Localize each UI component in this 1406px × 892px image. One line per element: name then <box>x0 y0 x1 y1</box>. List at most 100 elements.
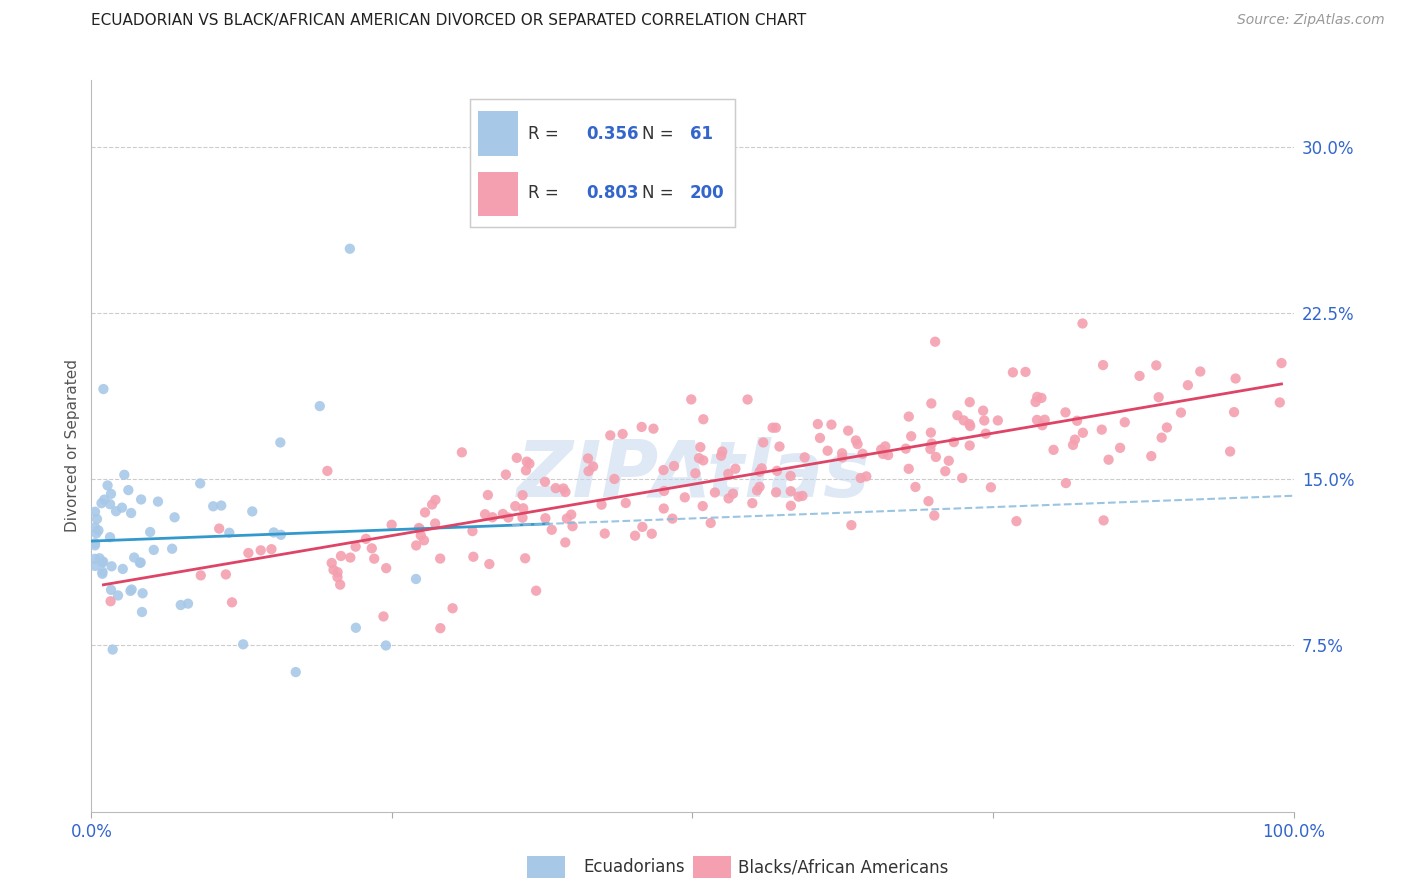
Point <box>872 447 894 461</box>
Point <box>630 420 652 434</box>
Point <box>1268 395 1291 409</box>
Point <box>737 392 759 407</box>
Point <box>316 464 339 478</box>
Point <box>1014 365 1036 379</box>
Point <box>920 425 942 440</box>
Point <box>1071 317 1094 331</box>
Point <box>503 499 526 513</box>
Point <box>374 639 396 653</box>
Point <box>554 485 576 500</box>
Point <box>554 535 576 549</box>
Text: Ecuadorians: Ecuadorians <box>583 858 685 876</box>
Point <box>946 409 969 423</box>
Point <box>122 550 145 565</box>
Point <box>129 556 152 570</box>
Point <box>329 549 352 563</box>
Point <box>93 382 115 396</box>
Point <box>752 435 775 450</box>
Point <box>921 436 943 450</box>
Point <box>326 570 349 584</box>
Point <box>748 480 770 494</box>
Point <box>429 551 451 566</box>
Point <box>478 557 501 571</box>
Point <box>429 621 451 635</box>
Point <box>524 583 547 598</box>
Point <box>339 242 361 256</box>
Point <box>423 516 446 531</box>
Point <box>477 488 499 502</box>
Point <box>1223 405 1246 419</box>
Point <box>870 442 893 457</box>
Point <box>100 487 122 501</box>
Point <box>240 504 263 518</box>
Point <box>703 485 725 500</box>
Point <box>685 467 707 481</box>
Point <box>375 561 398 575</box>
Point <box>1219 444 1241 458</box>
Point <box>326 565 349 579</box>
Point <box>100 559 122 574</box>
Point <box>441 601 464 615</box>
Point <box>765 420 787 434</box>
Point <box>519 457 541 471</box>
Point <box>1147 390 1170 404</box>
Point <box>841 518 863 533</box>
Point <box>692 453 714 467</box>
Point <box>748 465 770 479</box>
Point <box>974 426 997 441</box>
Point <box>721 486 744 500</box>
Point <box>917 494 939 508</box>
Point <box>894 442 917 456</box>
Point <box>920 442 942 456</box>
Point <box>87 524 110 538</box>
Point <box>652 463 675 477</box>
Point <box>120 506 142 520</box>
Point <box>831 450 853 465</box>
Point <box>741 496 763 510</box>
Point <box>942 435 965 450</box>
Point <box>117 483 139 497</box>
Point <box>506 450 529 465</box>
Point <box>1114 415 1136 429</box>
Point <box>544 481 567 495</box>
Point <box>208 522 231 536</box>
Point <box>1031 418 1053 433</box>
Point <box>1150 431 1173 445</box>
Point <box>160 541 183 556</box>
Point <box>91 556 114 570</box>
Point <box>1225 371 1247 385</box>
Point <box>93 492 115 507</box>
Point <box>360 541 382 556</box>
Point <box>766 464 789 478</box>
Point <box>84 538 107 552</box>
Point <box>413 505 436 519</box>
Point <box>97 478 120 492</box>
Point <box>711 444 734 458</box>
Point <box>84 558 107 573</box>
Point <box>269 435 291 450</box>
Point <box>855 469 877 483</box>
Point <box>146 494 169 508</box>
Point <box>751 461 773 475</box>
Point <box>112 467 135 482</box>
Point <box>1270 356 1292 370</box>
Point <box>987 413 1010 427</box>
Point <box>593 526 616 541</box>
Point <box>612 427 634 442</box>
Point <box>1092 358 1115 372</box>
Point <box>973 413 995 427</box>
Text: ZIPAtlas: ZIPAtlas <box>516 437 869 513</box>
Point <box>188 476 211 491</box>
Point <box>661 511 683 525</box>
Point <box>831 446 853 460</box>
Point <box>111 562 134 576</box>
Point <box>405 539 427 553</box>
Point <box>1109 441 1132 455</box>
Point <box>925 450 948 464</box>
Point <box>1054 405 1077 419</box>
Point <box>495 467 517 482</box>
Point <box>643 422 665 436</box>
Y-axis label: Divorced or Separated: Divorced or Separated <box>65 359 80 533</box>
Point <box>959 395 981 409</box>
Point <box>1092 513 1115 527</box>
